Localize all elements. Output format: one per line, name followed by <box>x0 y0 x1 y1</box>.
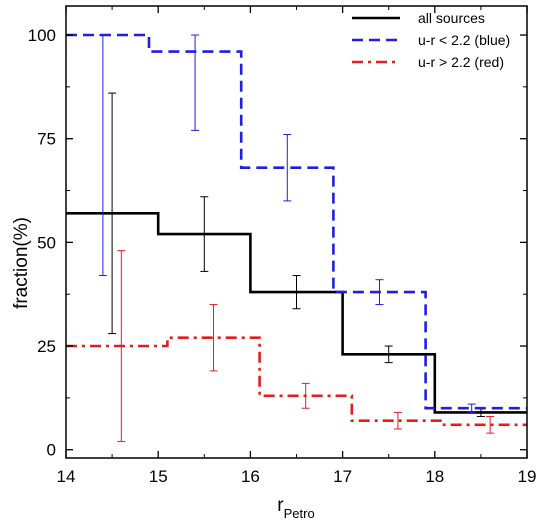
x-tick-label: 19 <box>518 467 537 486</box>
axes: 14 15 16 17 18 19 0 25 50 75 100 <box>28 5 537 486</box>
series-line-1 <box>66 212 527 414</box>
x-axis-title-main: r <box>277 495 284 516</box>
legend-label: u-r < 2.2 (blue) <box>418 32 510 48</box>
x-tick-label: 14 <box>57 467 76 486</box>
x-tick-label: 15 <box>149 467 168 486</box>
x-tick-label: 17 <box>333 467 352 486</box>
y-tick-label: 50 <box>37 233 56 252</box>
errorbar-2-2 <box>191 34 200 131</box>
x-axis-title-subscript: Petro <box>284 506 315 521</box>
y-tick-label: 0 <box>47 441 56 460</box>
legend-item-1: all sources <box>352 10 485 26</box>
plot-frame <box>65 5 528 459</box>
errorbar-1-4 <box>384 345 393 364</box>
errorbar-1-1 <box>108 92 117 335</box>
x-tick-label: 16 <box>241 467 260 486</box>
legend-label: u-r > 2.2 (red) <box>418 54 504 70</box>
series-line-2 <box>66 33 527 410</box>
plot-area <box>66 33 527 442</box>
errorbar-3-2 <box>209 304 218 372</box>
x-tick-label: 18 <box>425 467 444 486</box>
y-axis-title: fraction(%) <box>11 217 32 309</box>
errorbar-1-2 <box>200 196 209 272</box>
y-tick-label: 25 <box>37 337 56 356</box>
errorbar-2-5 <box>467 403 476 413</box>
errorbar-2-1 <box>98 34 107 277</box>
legend-label: all sources <box>418 10 485 26</box>
y-tick-label: 100 <box>28 26 56 45</box>
legend: all sources u-r < 2.2 (blue) u-r > 2.2 (re… <box>352 10 510 70</box>
errorbar-3-5 <box>486 416 495 434</box>
errorbar-2-3 <box>283 134 292 202</box>
errorbar-1-3 <box>292 275 301 310</box>
errorbar-3-3 <box>301 382 310 409</box>
x-axis-title: rPetro <box>277 495 314 521</box>
errorbar-2-4 <box>375 279 384 306</box>
y-tick-label: 75 <box>37 130 56 149</box>
legend-item-2: u-r < 2.2 (blue) <box>352 32 510 48</box>
legend-item-3: u-r > 2.2 (red) <box>352 54 504 70</box>
errorbar-3-4 <box>393 411 402 430</box>
errorbar-3-1 <box>117 250 126 442</box>
